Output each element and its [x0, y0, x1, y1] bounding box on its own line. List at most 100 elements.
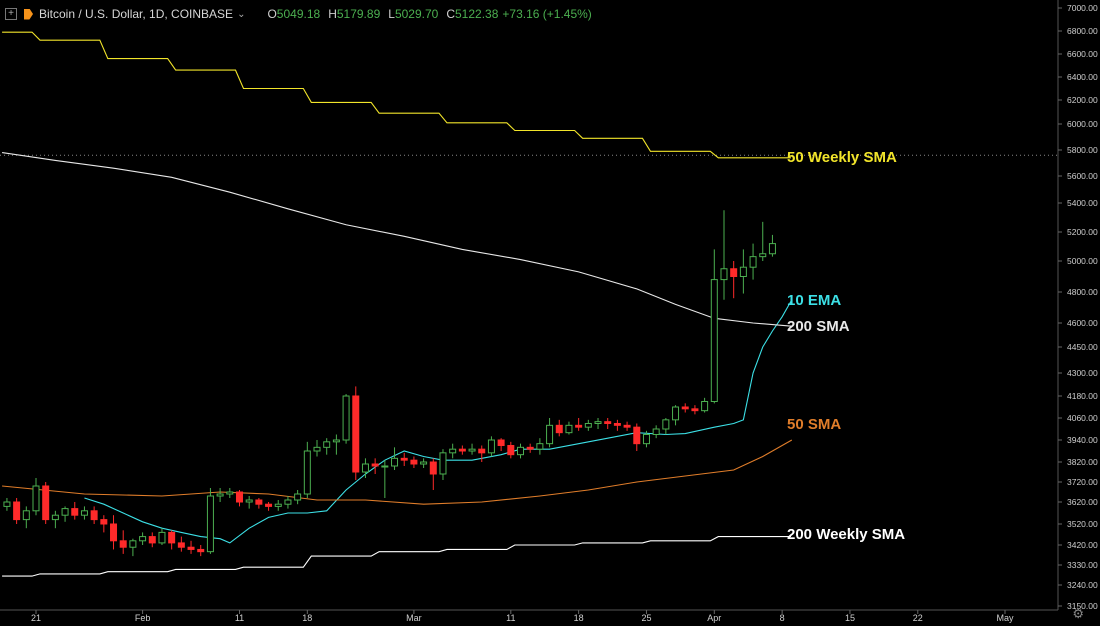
x-tick-label: 22	[913, 613, 923, 623]
candle-body	[158, 531, 166, 544]
x-tick-label: Apr	[707, 613, 721, 623]
ohlc-readout: O5049.18 H5179.89 L5029.70 C5122.38 +73.1…	[267, 7, 591, 21]
y-tick-label: 5000.00	[1067, 256, 1098, 266]
candle-body	[613, 423, 621, 426]
y-tick-label: 6400.00	[1067, 72, 1098, 82]
candle-body	[410, 459, 418, 465]
candle-body	[235, 491, 243, 503]
candle-body	[439, 452, 447, 475]
candle-body	[720, 268, 728, 281]
x-tick-label: 11	[235, 613, 244, 623]
y-tick-label: 3720.00	[1067, 477, 1098, 487]
candle-body	[110, 523, 118, 542]
candle-body	[517, 446, 524, 456]
close-value: 5122.38	[455, 7, 499, 21]
candle-body	[710, 279, 718, 403]
candle-body	[381, 465, 389, 468]
x-tick-label: Feb	[135, 613, 151, 623]
y-tick-label: 4060.00	[1067, 413, 1098, 423]
candle-body	[90, 510, 98, 521]
candle-body	[391, 457, 399, 467]
candle-body	[739, 266, 747, 278]
candle-body	[32, 485, 40, 512]
candle-body	[371, 463, 379, 467]
200-sma-label: 200 SMA	[787, 318, 850, 335]
candle-body	[139, 536, 147, 542]
y-tick-label: 3520.00	[1067, 519, 1098, 529]
candle-body	[594, 421, 602, 424]
candle-body	[51, 514, 59, 521]
candle-body	[284, 499, 292, 505]
candle-body	[352, 395, 360, 473]
candle-body	[478, 448, 486, 454]
candle-body	[487, 439, 495, 454]
50-sma-label: 50 SMA	[787, 416, 841, 433]
close-key: C	[446, 7, 455, 21]
candle-body	[526, 446, 534, 450]
candle-body	[691, 408, 699, 412]
candle-body	[206, 495, 214, 553]
candle-body	[197, 548, 205, 553]
y-tick-label: 5200.00	[1067, 227, 1098, 237]
y-tick-label: 5800.00	[1067, 145, 1098, 155]
candle-body	[13, 501, 21, 521]
expand-icon[interactable]: +	[5, 8, 17, 20]
y-tick-label: 3240.00	[1067, 580, 1098, 590]
open-key: O	[267, 7, 277, 21]
candle-body	[148, 536, 156, 544]
y-tick-label: 6000.00	[1067, 119, 1098, 129]
50-weekly-sma-line	[2, 31, 791, 159]
candle-body	[652, 428, 660, 435]
y-tick-label: 6800.00	[1067, 26, 1098, 36]
gear-icon[interactable]: ⚙	[1072, 606, 1084, 621]
candle-body	[129, 540, 137, 548]
candle-body	[216, 493, 224, 497]
x-tick-label: 18	[574, 613, 584, 623]
candle-body	[681, 406, 689, 410]
candle-body	[642, 434, 650, 445]
candle-body	[584, 423, 592, 428]
y-tick-label: 3620.00	[1067, 497, 1098, 507]
y-tick-label: 7000.00	[1067, 3, 1098, 13]
y-tick-label: 6600.00	[1067, 49, 1098, 59]
candle-body	[332, 439, 340, 443]
candle-body	[323, 441, 331, 448]
x-tick-label: 8	[780, 613, 785, 623]
10-ema-label: 10 EMA	[787, 292, 841, 309]
symbol-title[interactable]: Bitcoin / U.S. Dollar, 1D, COINBASE	[39, 7, 234, 21]
candle-body	[274, 503, 282, 507]
high-value: 5179.89	[336, 7, 381, 21]
candle-body	[100, 519, 108, 525]
candle-body	[177, 542, 185, 548]
candle-body	[226, 491, 234, 495]
low-value: 5029.70	[394, 7, 439, 21]
200-weekly-sma-label: 200 Weekly SMA	[787, 526, 905, 543]
y-tick-label: 3150.00	[1067, 601, 1098, 611]
candle-body	[662, 419, 670, 430]
candle-body	[604, 421, 612, 424]
candle-body	[22, 510, 30, 521]
candle-body	[749, 256, 757, 268]
candle-body	[701, 401, 709, 412]
high-key: H	[328, 7, 337, 21]
candle-body	[265, 503, 273, 507]
candle-body	[80, 510, 88, 516]
candle-body	[400, 457, 408, 461]
candle-body	[730, 268, 738, 277]
y-tick-label: 6200.00	[1067, 95, 1098, 105]
candle-body	[555, 424, 563, 434]
candle-body	[303, 450, 311, 495]
candle-body	[468, 448, 476, 452]
y-tick-label: 5400.00	[1067, 198, 1098, 208]
y-tick-label: 4450.00	[1067, 342, 1098, 352]
candle-body	[768, 243, 776, 255]
200-sma-line	[2, 152, 792, 327]
x-tick-label: 25	[641, 613, 651, 623]
chevron-down-icon[interactable]: ⌄	[237, 8, 246, 20]
x-tick-label: 18	[302, 613, 312, 623]
change-value: +73.16 (+1.45%)	[502, 7, 592, 21]
y-tick-label: 4600.00	[1067, 318, 1098, 328]
chart-header: + Bitcoin / U.S. Dollar, 1D, COINBASE ⌄ …	[0, 0, 1058, 28]
candle-body	[71, 508, 79, 516]
